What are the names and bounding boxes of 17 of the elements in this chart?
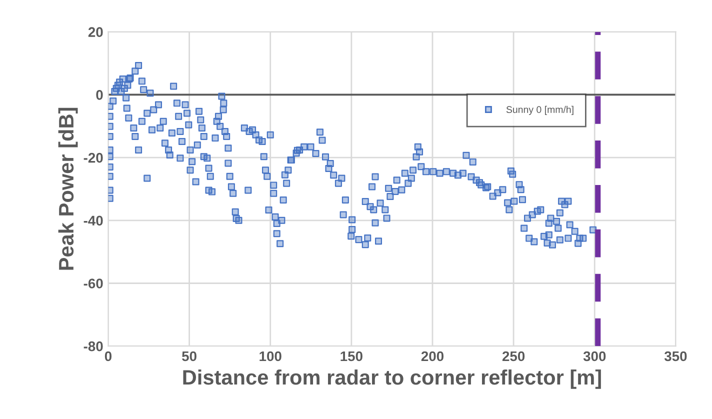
x-tick-label: 250: [502, 351, 525, 362]
x-tick-label: 100: [260, 351, 282, 362]
x-axis-title: Distance from radar to corner reflector [m]: [183, 369, 601, 389]
x-tick-label: 200: [421, 351, 444, 362]
y-tick-label: 20: [88, 27, 103, 38]
x-tick-label: 300: [583, 351, 606, 362]
x-tick-label: 150: [340, 351, 362, 362]
y-tick-label: -20: [84, 152, 103, 163]
x-tick-label: 350: [664, 351, 687, 362]
y-axis-title: Peak Power [dB]: [58, 108, 78, 270]
x-tick-label: 0: [104, 351, 112, 362]
y-tick-label: -60: [84, 278, 103, 288]
y-tick-label: 0: [96, 90, 103, 100]
y-tick-label: -80: [84, 341, 103, 352]
x-tick-label: 50: [182, 351, 196, 362]
y-tick-label: -40: [84, 216, 103, 226]
legend-label: Sunny 0 [mm/h]: [506, 106, 574, 115]
